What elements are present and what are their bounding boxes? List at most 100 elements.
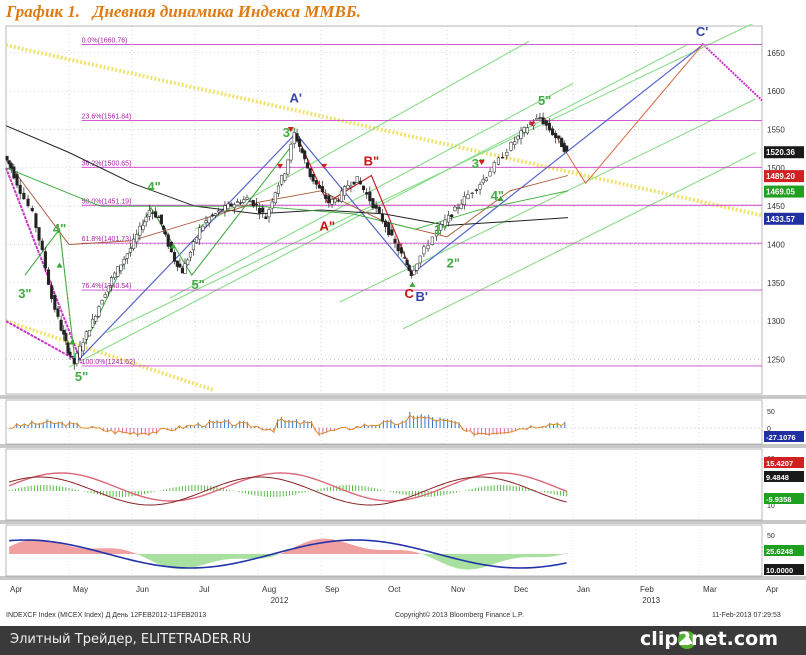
price-label-box — [764, 212, 804, 225]
y-tick-label: 1500 — [767, 164, 785, 173]
candle-body — [418, 255, 422, 264]
y-tick-label: 1350 — [767, 279, 785, 288]
indicator-label-box — [764, 564, 804, 575]
candle-body — [161, 225, 166, 230]
yellow-channel-upper — [5, 43, 763, 218]
candle-body — [286, 159, 290, 175]
price-label-box — [764, 185, 804, 198]
candle-body — [15, 174, 19, 186]
candle-body — [324, 194, 328, 199]
candle-body — [53, 295, 57, 310]
candle-body — [358, 180, 362, 185]
indicator-label-text: 9.4848 — [766, 473, 789, 482]
candle-body — [91, 318, 95, 328]
candle-body — [128, 248, 132, 253]
indicator-label-box — [764, 457, 804, 468]
candle-body — [550, 128, 555, 136]
candle-body — [405, 259, 409, 266]
candle-body — [434, 230, 439, 237]
indicator-label-text: -5.9358 — [766, 495, 791, 504]
candle-body — [201, 225, 205, 231]
candle-body — [159, 214, 163, 225]
candle-body — [374, 204, 378, 209]
green-subwave-line — [24, 148, 290, 366]
clip2net-logo-icon — [678, 631, 696, 649]
panel-separator — [0, 576, 806, 580]
candle-body — [343, 186, 347, 196]
panel-separator — [0, 395, 806, 399]
candle-body — [430, 236, 434, 246]
candle-body — [180, 267, 184, 274]
source-right: 11-Feb-2013 07:29:53 — [712, 612, 781, 619]
candle-body — [264, 216, 268, 220]
candle-body — [43, 251, 47, 269]
price-label-text: 1433.57 — [766, 215, 795, 224]
candle-body — [273, 192, 277, 204]
x-tick-label: Jan — [577, 585, 590, 594]
candle-body — [106, 285, 110, 293]
green-channel-line — [68, 44, 687, 368]
candle-body — [198, 227, 202, 240]
candle-body — [380, 213, 384, 222]
moving-average-200 — [5, 125, 568, 226]
candle-body — [37, 227, 41, 241]
x-tick-label: Aug — [262, 585, 276, 594]
candle-body — [355, 176, 359, 183]
fib-level-label: 61.8%(1401.73) — [82, 236, 132, 243]
candle-body — [178, 263, 182, 268]
candle-body — [30, 207, 34, 212]
wave-label: B' — [416, 289, 428, 304]
candle-body — [453, 206, 457, 212]
source-center: Copyright© 2013 Bloomberg Finance L.P. — [395, 611, 524, 619]
candle-body — [280, 175, 284, 185]
y-tick-label: 1550 — [767, 126, 785, 135]
candle-body — [122, 259, 126, 265]
candle-body — [402, 257, 407, 259]
wave-label: 3" — [283, 125, 296, 140]
candle-body — [384, 220, 388, 228]
candle-body — [109, 277, 114, 286]
moving-average-100 — [5, 167, 569, 230]
candle-body — [46, 269, 51, 285]
candle-body — [12, 166, 16, 179]
candle-body — [387, 222, 391, 236]
candle-body — [289, 143, 293, 161]
buy-marker — [169, 243, 176, 249]
candle-body — [26, 198, 30, 207]
candle-body — [144, 216, 148, 223]
indicator-label-box — [764, 471, 804, 482]
candle-body — [164, 231, 168, 235]
candle-body — [327, 195, 331, 204]
x-axis: Apr May Jun Jul Aug Sep Oct Nov Dec Jan Feb Mar Apr 2… — [10, 585, 779, 605]
candle-body — [311, 173, 315, 182]
oscillator-area-negative — [9, 554, 567, 570]
candle-body — [368, 191, 372, 202]
candle-body — [116, 266, 120, 277]
y-tick-label: 1450 — [767, 202, 785, 211]
candle-body — [100, 300, 104, 305]
y-tick-label: 10 — [767, 503, 775, 510]
candle-body — [443, 219, 447, 227]
candle-body — [261, 207, 265, 213]
candle-body — [229, 203, 233, 207]
candle-body — [562, 142, 566, 152]
candle-body — [459, 203, 463, 209]
candle-body — [321, 186, 325, 193]
candle-body — [141, 225, 145, 230]
candle-body — [516, 135, 520, 140]
candle-body — [484, 177, 488, 181]
candle-body — [488, 171, 492, 177]
buy-marker — [69, 339, 76, 345]
footer-credit: Элитный Трейдер, ELITETRADER.RU — [10, 632, 252, 647]
candle-body — [346, 185, 350, 189]
indicator-label-text: 25.6248 — [766, 547, 793, 556]
candle-body — [147, 210, 151, 217]
candle-body — [371, 198, 375, 209]
wave-label: A' — [290, 91, 302, 106]
candle-body — [75, 353, 79, 364]
price-label-box — [764, 146, 804, 159]
wave-label: 1" — [434, 222, 447, 237]
candle-body — [295, 133, 299, 142]
candle-body — [154, 211, 158, 218]
fib-level-label: 76.4%(1340.54) — [82, 283, 132, 290]
